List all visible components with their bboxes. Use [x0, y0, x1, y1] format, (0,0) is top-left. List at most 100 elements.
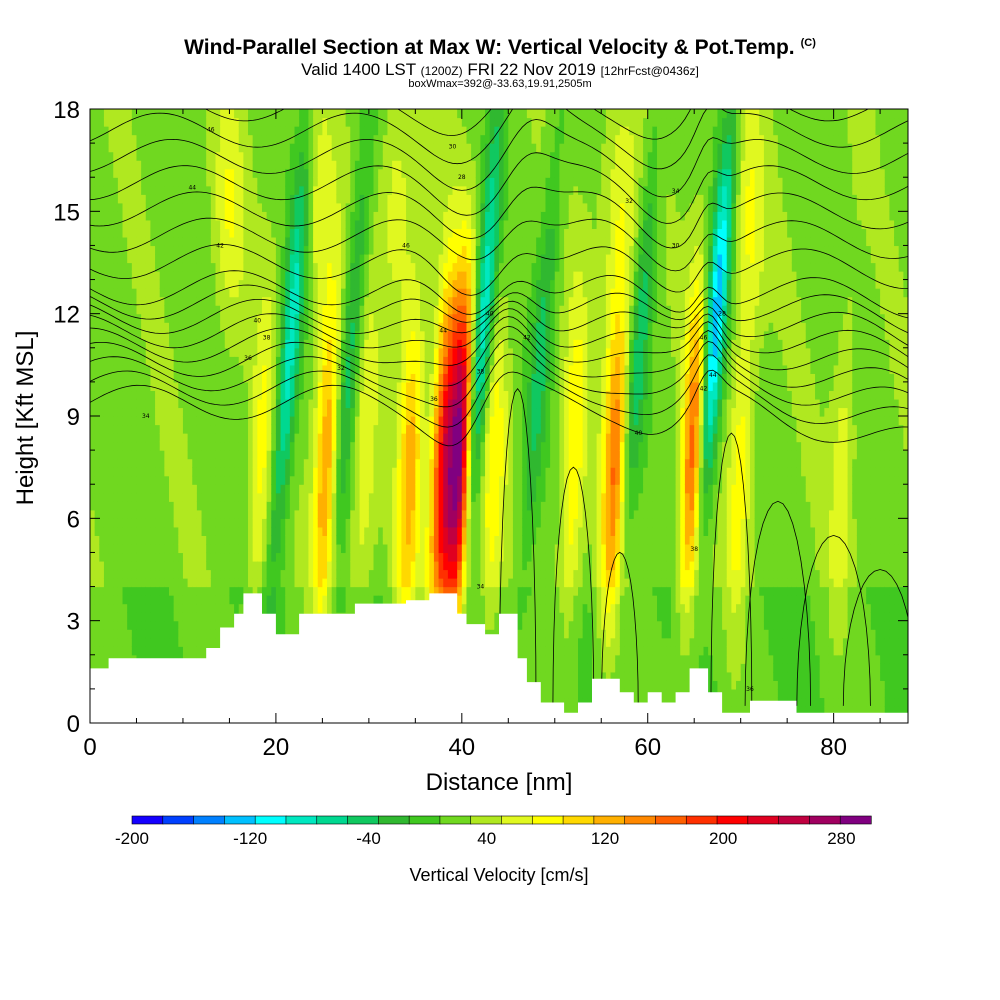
field-cell [178, 450, 184, 460]
field-cell [303, 228, 310, 238]
field-cell [266, 271, 272, 281]
field-cell [322, 313, 328, 323]
field-cell [275, 219, 282, 229]
field-cell [201, 509, 207, 519]
field-cell [131, 288, 138, 298]
field-cell [308, 271, 314, 281]
field-cell [271, 313, 277, 323]
field-cell [285, 271, 291, 281]
field-cell [294, 586, 300, 596]
field-cell [136, 552, 142, 562]
field-cell [169, 433, 175, 443]
field-cell [145, 185, 152, 195]
field-cell [136, 501, 142, 511]
field-cell [178, 211, 184, 221]
field-cell [401, 569, 407, 579]
field-cell [136, 117, 142, 127]
field-cell [308, 151, 314, 161]
field-cell [303, 236, 310, 247]
field-cell [336, 569, 342, 579]
field-cell [187, 279, 193, 289]
field-cell [169, 526, 175, 536]
field-cell [178, 492, 184, 502]
field-cell [359, 509, 365, 519]
field-cell [322, 109, 328, 119]
field-cell [313, 450, 319, 460]
field-cell [359, 475, 365, 485]
field-cell [220, 211, 226, 221]
field-cell [401, 407, 407, 417]
field-cell [248, 475, 254, 485]
field-cell [90, 646, 96, 656]
field-cell [331, 458, 337, 468]
field-cell [378, 578, 384, 588]
field-cell [373, 475, 379, 485]
field-cell [261, 305, 268, 315]
field-cell [173, 543, 179, 554]
field-cell [201, 177, 207, 187]
field-cell [392, 475, 398, 485]
field-cell [382, 245, 389, 255]
field-cell [396, 450, 402, 460]
field-cell [345, 279, 351, 289]
field-cell [280, 364, 286, 374]
field-cell [354, 185, 361, 195]
field-cell [392, 109, 398, 119]
field-cell [382, 279, 389, 289]
field-cell [90, 458, 96, 468]
field-cell [229, 612, 235, 622]
field-cell [401, 552, 407, 562]
field-cell [136, 543, 142, 554]
field-cell [322, 390, 328, 400]
field-cell [108, 347, 114, 357]
field-cell [103, 390, 110, 400]
field-cell [275, 381, 282, 392]
field-cell [182, 381, 189, 392]
field-cell [382, 381, 389, 392]
field-cell [331, 424, 337, 434]
field-cell [252, 296, 258, 306]
field-cell [401, 501, 407, 511]
field-cell [382, 160, 389, 170]
field-cell [178, 467, 184, 477]
field-cell [261, 501, 268, 511]
field-cell [127, 134, 133, 144]
field-cell [192, 484, 198, 494]
field-cell [192, 518, 198, 528]
field-cell [275, 595, 282, 605]
field-cell [336, 526, 342, 536]
field-cell [317, 109, 323, 119]
field-cell [182, 347, 189, 357]
field-cell [206, 151, 212, 161]
copyright-mark: (C) [800, 37, 816, 49]
field-cell [178, 373, 184, 383]
field-cell [192, 177, 198, 187]
field-cell [136, 347, 142, 357]
field-cell [257, 543, 263, 554]
field-cell [94, 475, 100, 485]
field-cell [173, 160, 179, 170]
field-cell [382, 339, 389, 349]
field-cell [238, 484, 244, 494]
field-cell [350, 194, 356, 204]
field-cell [327, 518, 333, 528]
field-cell [178, 117, 184, 127]
field-cell [294, 253, 300, 264]
field-cell [345, 228, 351, 238]
field-cell [99, 637, 105, 647]
field-cell [280, 202, 286, 212]
field-cell [322, 117, 328, 127]
field-cell [396, 194, 402, 204]
field-cell [182, 117, 189, 127]
field-cell [90, 441, 96, 451]
field-cell [317, 569, 323, 579]
field-cell [392, 236, 398, 247]
field-cell [345, 543, 351, 554]
field-cell [220, 364, 226, 374]
field-cell [206, 629, 212, 639]
field-cell [94, 492, 100, 502]
field-cell [164, 381, 170, 392]
field-cell [368, 586, 375, 596]
field-cell [131, 518, 138, 528]
field-cell [336, 578, 342, 588]
